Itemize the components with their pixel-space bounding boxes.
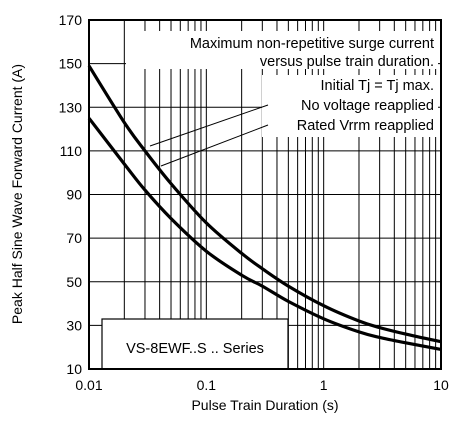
annotation-line-4: No voltage reapplied (301, 98, 434, 114)
y-tick-label: 10 (66, 361, 82, 377)
annotation-line-1: Maximum non-repetitive surge current (190, 36, 434, 52)
x-tick-label: 10 (433, 377, 449, 393)
series-label: VS-8EWF..S .. Series (126, 341, 264, 357)
series-line-2 (87, 117, 442, 351)
series-group (87, 64, 442, 351)
series-box (101, 318, 289, 370)
y-tick-label: 170 (59, 12, 83, 28)
y-tick-label: 150 (59, 56, 83, 72)
y-tick-label: 30 (66, 317, 82, 333)
x-tick-label: 1 (320, 377, 328, 393)
grid (88, 19, 441, 370)
y-tick-label: 130 (59, 99, 83, 115)
annotation-box-legend (262, 75, 438, 137)
annotation-line-5: Rated Vrrm reapplied (297, 118, 434, 134)
x-tick-label: 0.1 (197, 377, 217, 393)
annotation-box-top (126, 31, 438, 69)
x-axis-title: Pulse Train Duration (s) (191, 397, 338, 413)
y-tick-label: 110 (60, 143, 83, 159)
annotation-line-2: versus pulse train duration. (260, 54, 434, 70)
annotation-line-3: Initial Tj = Tj max. (321, 78, 435, 94)
leader-no-voltage (149, 104, 269, 147)
y-tick-label: 50 (66, 274, 82, 290)
x-tick-label: 0.01 (75, 377, 102, 393)
plot-frame (88, 19, 442, 370)
series-line-1 (87, 64, 442, 344)
y-tick-label: 90 (66, 187, 82, 203)
leader-rated-vrrm (160, 124, 269, 167)
y-tick-label: 70 (66, 230, 82, 246)
y-axis-title: Peak Half Sine Wave Forward Current (A) (9, 64, 25, 324)
